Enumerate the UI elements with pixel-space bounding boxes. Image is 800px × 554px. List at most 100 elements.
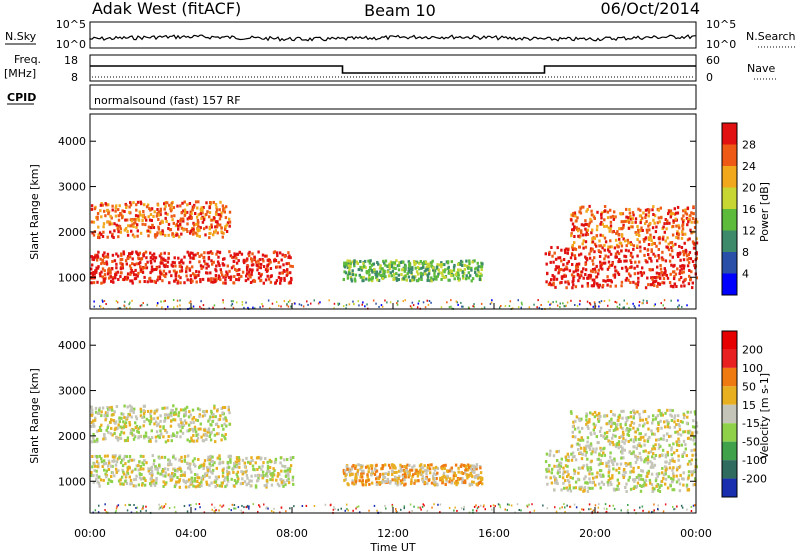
power-echo-cell	[671, 212, 675, 215]
vel-echo-speck	[439, 511, 441, 514]
vel-echo-cell	[470, 474, 473, 477]
power-echo-cell	[375, 270, 379, 274]
vel-echo-cell	[693, 442, 696, 446]
vel-echo-cell	[280, 469, 283, 473]
power-echo-cell	[156, 208, 159, 211]
power-echo-cell	[604, 240, 608, 244]
power-echo-cell	[383, 270, 386, 274]
vel-echo-cell	[361, 483, 365, 487]
vel-echo-cell	[150, 417, 153, 421]
power-echo-speck	[286, 303, 288, 306]
vel-echo-cell	[236, 475, 239, 479]
vel-echo-speck	[395, 510, 397, 512]
vel-echo-speck	[240, 509, 242, 512]
vel-echo-cell	[648, 435, 651, 439]
power-echo-cell	[269, 280, 273, 284]
vel-echo-cell	[669, 434, 673, 438]
power-echo-cell	[101, 253, 105, 257]
vel-echo-speck	[664, 503, 667, 506]
vel-echo-cell	[403, 478, 406, 482]
vel-echo-cell	[419, 468, 422, 472]
power-echo-cell	[143, 280, 146, 283]
vel-echo-cell	[162, 484, 165, 488]
power-echo-cell	[564, 280, 567, 284]
power-echo-cell	[185, 265, 189, 269]
power-echo-cell	[625, 268, 629, 272]
vel-colorbar-tick: 100	[742, 362, 763, 375]
vel-echo-cell	[404, 465, 407, 468]
vel-echo-cell	[636, 457, 639, 461]
power-echo-cell	[213, 278, 216, 282]
power-echo-cell	[591, 247, 594, 251]
power-echo-cell	[136, 274, 139, 278]
vel-echo-cell	[106, 426, 109, 430]
vel-echo-cell	[408, 473, 411, 477]
vel-echo-cell	[668, 466, 672, 470]
power-echo-cell	[170, 202, 173, 206]
power-echo-cell	[96, 256, 99, 260]
vel-echo-cell	[175, 407, 178, 411]
power-echo-cell	[104, 202, 107, 206]
power-echo-cell	[159, 207, 162, 211]
vel-echo-speck	[333, 506, 335, 509]
power-echo-cell	[203, 251, 206, 255]
vel-echo-speck	[598, 503, 600, 506]
power-echo-cell	[671, 233, 675, 237]
vel-echo-cell	[450, 466, 453, 470]
power-colorbar-segment	[722, 144, 737, 166]
vel-echo-cell	[143, 436, 146, 440]
power-echo-cell	[690, 270, 693, 274]
power-echo-cell	[93, 272, 96, 276]
power-echo-cell	[404, 275, 407, 279]
power-echo-cell	[122, 252, 126, 256]
power-echo-cell	[634, 217, 638, 221]
power-echo-cell	[556, 246, 559, 250]
power-echo-cell	[387, 274, 391, 278]
power-echo-cell	[109, 275, 112, 279]
power-echo-cell	[576, 273, 580, 277]
power-echo-cell	[229, 278, 232, 282]
vel-echo-cell	[94, 410, 98, 414]
power-echo-cell	[186, 210, 189, 214]
power-echo-cell	[652, 213, 655, 216]
power-echo-cell	[682, 258, 686, 262]
power-echo-cell	[403, 269, 406, 273]
power-echo-cell	[620, 244, 624, 248]
power-echo-cell	[651, 268, 654, 272]
vel-echo-cell	[666, 408, 669, 412]
vel-echo-cell	[582, 464, 585, 468]
vel-echo-cell	[640, 485, 643, 488]
vel-echo-speck	[433, 503, 435, 506]
power-echo-cell	[606, 248, 610, 252]
power-echo-cell	[362, 262, 365, 266]
vel-echo-cell	[588, 447, 592, 451]
power-echo-cell	[660, 215, 663, 219]
power-echo-cell	[136, 234, 139, 238]
power-echo-cell	[90, 220, 94, 224]
power-echo-cell	[200, 267, 203, 270]
vel-echo-speck	[301, 505, 304, 507]
vel-echo-cell	[149, 412, 152, 416]
vel-echo-cell	[93, 424, 96, 428]
vel-echo-cell	[103, 468, 106, 472]
vel-echo-cell	[675, 440, 678, 444]
power-echo-cell	[119, 267, 123, 271]
power-echo-cell	[189, 274, 192, 278]
vel-echo-cell	[137, 483, 141, 487]
vel-echo-cell	[241, 477, 244, 481]
vel-echo-speck	[454, 506, 456, 509]
vel-echo-cell	[403, 469, 407, 473]
power-echo-cell	[168, 281, 171, 285]
vel-echo-cell	[396, 481, 399, 485]
vel-echo-cell	[665, 432, 669, 436]
vel-echo-cell	[549, 476, 552, 480]
power-echo-cell	[192, 221, 195, 225]
vel-echo-cell	[407, 475, 410, 479]
vel-echo-cell	[129, 478, 133, 482]
vel-echo-cell	[130, 482, 133, 485]
power-echo-cell	[684, 211, 687, 215]
power-echo-cell	[131, 262, 134, 266]
power-echo-cell	[157, 210, 160, 214]
power-echo-cell	[249, 281, 253, 284]
vel-echo-cell	[676, 443, 679, 447]
